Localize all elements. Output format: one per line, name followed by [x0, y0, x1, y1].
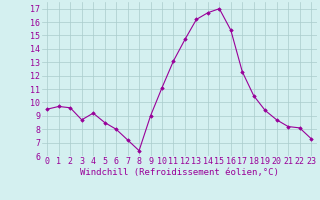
- X-axis label: Windchill (Refroidissement éolien,°C): Windchill (Refroidissement éolien,°C): [80, 168, 279, 177]
